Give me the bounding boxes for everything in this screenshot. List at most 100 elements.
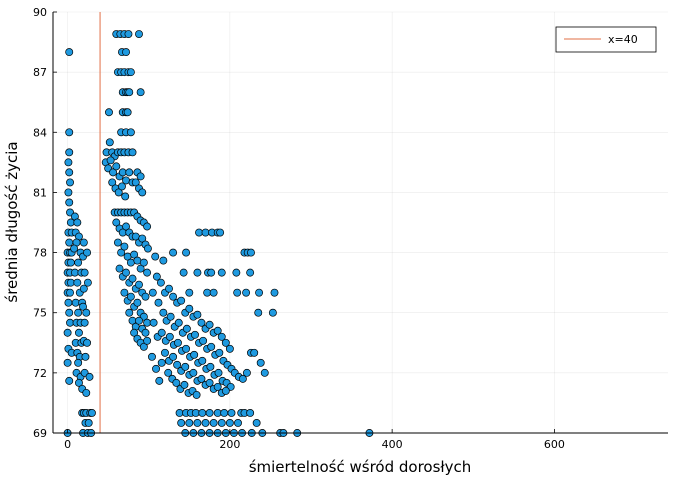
data-point bbox=[117, 248, 126, 257]
data-point bbox=[159, 256, 168, 265]
data-point bbox=[66, 278, 75, 287]
data-point bbox=[193, 310, 202, 319]
data-point bbox=[232, 268, 241, 277]
data-point bbox=[157, 358, 166, 367]
data-point bbox=[213, 326, 222, 335]
data-point bbox=[155, 376, 164, 385]
data-point bbox=[71, 298, 80, 307]
data-point bbox=[136, 264, 145, 273]
data-point bbox=[85, 372, 94, 381]
data-point bbox=[122, 48, 130, 57]
data-point bbox=[109, 168, 117, 177]
y-tick-label: 84 bbox=[33, 126, 47, 139]
x-tick-label: 600 bbox=[544, 438, 565, 451]
data-point bbox=[122, 268, 130, 277]
data-point bbox=[234, 419, 242, 427]
data-point bbox=[139, 258, 148, 267]
data-point bbox=[256, 358, 265, 367]
data-point bbox=[206, 362, 215, 371]
data-point bbox=[114, 188, 123, 197]
data-point bbox=[201, 419, 210, 427]
data-point bbox=[125, 88, 134, 97]
data-point bbox=[205, 320, 214, 329]
data-point bbox=[217, 268, 226, 277]
data-point bbox=[181, 362, 190, 371]
data-point bbox=[82, 388, 91, 397]
data-point bbox=[201, 228, 210, 237]
data-point bbox=[143, 318, 152, 327]
data-point bbox=[182, 248, 191, 257]
axes bbox=[52, 11, 668, 434]
data-point bbox=[79, 284, 88, 293]
y-tick-label: 72 bbox=[33, 367, 47, 380]
data-point bbox=[165, 332, 174, 341]
data-point bbox=[65, 168, 74, 177]
data-point bbox=[156, 278, 165, 287]
data-points bbox=[63, 30, 374, 437]
data-point bbox=[209, 419, 218, 427]
data-point bbox=[199, 336, 208, 345]
data-point bbox=[126, 68, 135, 77]
data-point bbox=[157, 328, 166, 337]
data-point bbox=[214, 368, 223, 377]
data-point bbox=[108, 178, 117, 187]
data-point bbox=[216, 228, 225, 237]
data-point bbox=[138, 188, 147, 197]
data-point bbox=[193, 419, 202, 427]
data-point bbox=[118, 168, 127, 177]
data-point bbox=[79, 302, 87, 311]
data-point bbox=[79, 238, 88, 247]
data-point bbox=[141, 328, 150, 337]
data-point bbox=[136, 172, 145, 181]
data-point bbox=[106, 156, 115, 165]
data-point bbox=[123, 108, 132, 117]
grid-lines bbox=[53, 11, 668, 434]
data-point bbox=[207, 268, 216, 277]
data-point bbox=[143, 336, 152, 345]
x-tick-labels: 0 200 400 600 bbox=[64, 438, 565, 451]
data-point bbox=[169, 292, 178, 301]
data-point bbox=[151, 252, 160, 261]
data-point bbox=[220, 409, 229, 417]
data-point bbox=[65, 376, 74, 385]
data-point bbox=[121, 192, 130, 201]
x-tick-label: 0 bbox=[64, 438, 71, 451]
data-point bbox=[105, 138, 114, 147]
data-point bbox=[197, 318, 206, 327]
data-point bbox=[227, 409, 236, 417]
data-point bbox=[268, 308, 277, 317]
data-point bbox=[203, 288, 212, 297]
data-point bbox=[182, 344, 191, 353]
data-point bbox=[125, 168, 134, 177]
data-point bbox=[143, 268, 152, 277]
data-point bbox=[225, 419, 234, 427]
data-point bbox=[64, 158, 73, 167]
data-point bbox=[166, 312, 175, 321]
data-point bbox=[80, 268, 89, 277]
data-point bbox=[209, 288, 218, 297]
data-point bbox=[217, 419, 226, 427]
data-point bbox=[177, 296, 186, 305]
data-point bbox=[154, 298, 163, 307]
data-point bbox=[143, 244, 152, 253]
data-point bbox=[135, 30, 143, 39]
data-point bbox=[175, 409, 184, 417]
x-axis-label: śmiertelność wśród dorosłych bbox=[249, 458, 472, 476]
data-point bbox=[120, 288, 129, 297]
data-point bbox=[112, 162, 121, 171]
data-point bbox=[118, 182, 126, 191]
data-point bbox=[205, 409, 214, 417]
data-point bbox=[136, 88, 145, 97]
data-point bbox=[190, 350, 199, 359]
data-point bbox=[252, 419, 261, 427]
data-point bbox=[65, 148, 74, 157]
data-point bbox=[66, 288, 74, 297]
data-point bbox=[174, 318, 183, 327]
data-point bbox=[83, 278, 92, 287]
data-point bbox=[112, 218, 121, 227]
data-point bbox=[193, 268, 202, 277]
data-point bbox=[173, 338, 182, 347]
data-point bbox=[172, 378, 181, 387]
data-point bbox=[113, 238, 122, 247]
